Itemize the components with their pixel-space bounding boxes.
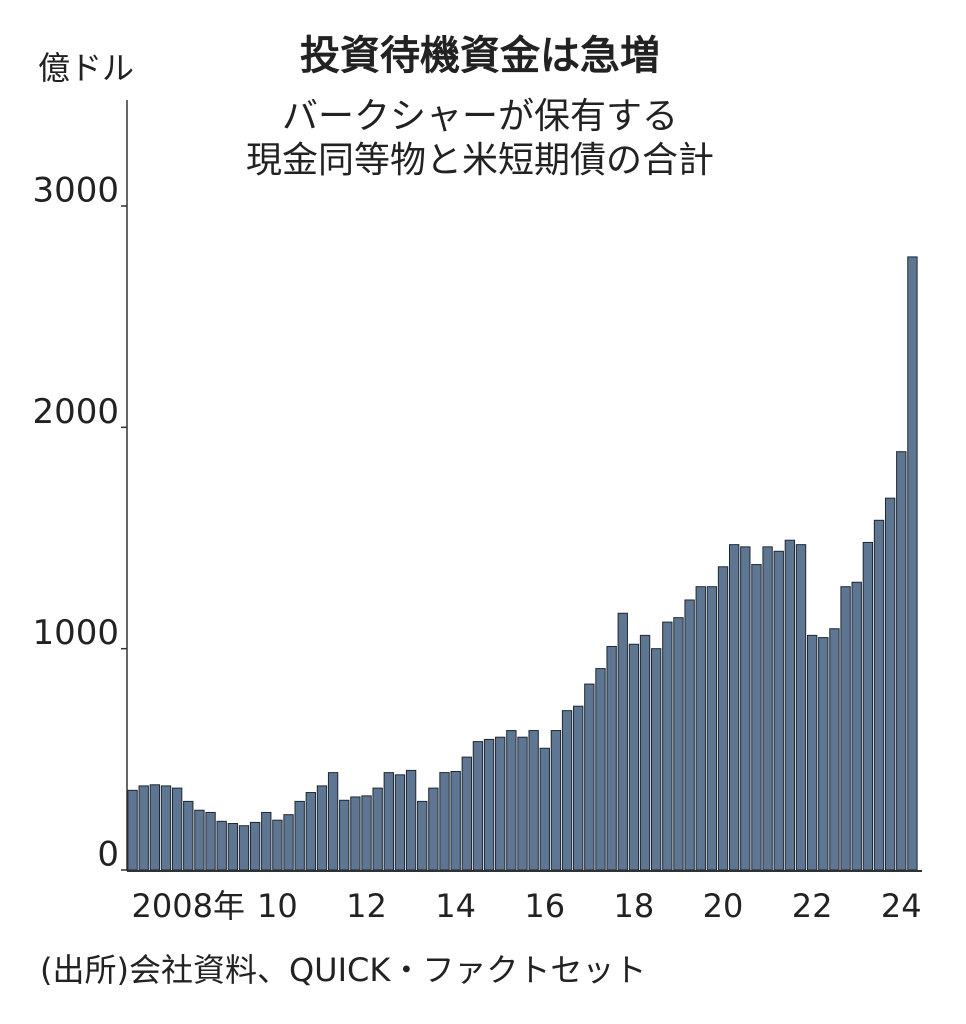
bar <box>372 787 383 871</box>
bar <box>628 643 640 871</box>
bar <box>818 637 829 871</box>
bar <box>183 800 194 871</box>
bar <box>539 747 550 871</box>
bar <box>361 795 372 871</box>
y-tick-label: 0 <box>97 835 119 875</box>
bar <box>829 628 840 871</box>
bar <box>428 787 439 871</box>
y-tick-label: 2000 <box>32 392 119 432</box>
bar <box>283 814 294 871</box>
bar <box>194 809 205 871</box>
x-tick-label: 2008年 <box>132 887 245 925</box>
bar <box>216 820 227 871</box>
bar <box>205 811 216 871</box>
bar <box>840 586 851 871</box>
bar <box>662 621 673 871</box>
bar <box>595 668 606 871</box>
bar <box>528 730 539 871</box>
bar <box>740 546 751 871</box>
source-note: (出所)会社資料、QUICK・ファクトセット <box>40 951 646 989</box>
bar <box>784 539 796 871</box>
bar <box>316 785 328 871</box>
subtitle: バークシャーが保有する <box>282 96 678 137</box>
bar <box>249 821 261 871</box>
bar <box>127 789 138 871</box>
bar <box>806 634 818 871</box>
bar <box>405 769 417 871</box>
bar <box>439 772 450 871</box>
bar <box>884 497 896 871</box>
bar <box>238 825 250 871</box>
x-tick-label: 24 <box>881 887 922 925</box>
bar <box>896 451 907 871</box>
bar <box>517 736 528 871</box>
bar <box>862 541 874 871</box>
x-tick-label: 14 <box>435 887 476 925</box>
bar <box>907 256 918 871</box>
bar <box>350 796 361 871</box>
y-tick-label: 1000 <box>32 613 119 653</box>
bar <box>617 612 628 871</box>
bar <box>227 823 239 871</box>
bar <box>417 800 428 871</box>
bar <box>450 771 461 871</box>
y-tick-label: 3000 <box>32 171 119 211</box>
bar <box>795 544 807 871</box>
x-tick-label: 20 <box>703 887 744 925</box>
bar <box>339 799 350 871</box>
subtitle: 現金同等物と米短期債の合計 <box>246 140 714 181</box>
bar <box>873 519 885 871</box>
x-tick-label: 10 <box>257 887 298 925</box>
x-tick-label: 22 <box>792 887 833 925</box>
chart-title: 投資待機資金は急増 <box>300 33 660 79</box>
bar <box>695 586 706 871</box>
bar <box>149 784 161 871</box>
bar <box>171 787 183 871</box>
y-axis-unit: 億ドル <box>38 49 134 87</box>
bar <box>751 564 762 871</box>
bar <box>483 738 495 871</box>
bar <box>673 617 684 871</box>
bar <box>684 599 695 871</box>
bar <box>272 819 283 871</box>
bar <box>717 566 729 871</box>
bar <box>394 774 406 871</box>
bar <box>773 550 784 871</box>
bar <box>651 648 662 871</box>
bar <box>383 772 394 871</box>
bar <box>584 683 595 871</box>
bar <box>138 785 149 871</box>
x-tick-label: 18 <box>614 887 655 925</box>
bar <box>506 730 517 871</box>
bar <box>550 730 562 871</box>
bar <box>472 741 484 871</box>
bar <box>851 581 862 871</box>
bar <box>639 634 651 871</box>
bar <box>706 586 718 871</box>
bar <box>160 785 172 871</box>
bar <box>606 645 617 871</box>
bar <box>728 544 740 871</box>
bar <box>261 811 272 871</box>
bar <box>461 756 472 871</box>
bar <box>561 710 573 871</box>
bar <box>294 800 305 871</box>
bar <box>762 546 773 871</box>
x-tick-label: 16 <box>524 887 565 925</box>
x-tick-label: 12 <box>346 887 387 925</box>
bar <box>495 736 506 871</box>
bar <box>327 772 339 871</box>
bar <box>573 705 584 871</box>
bar <box>305 792 317 871</box>
